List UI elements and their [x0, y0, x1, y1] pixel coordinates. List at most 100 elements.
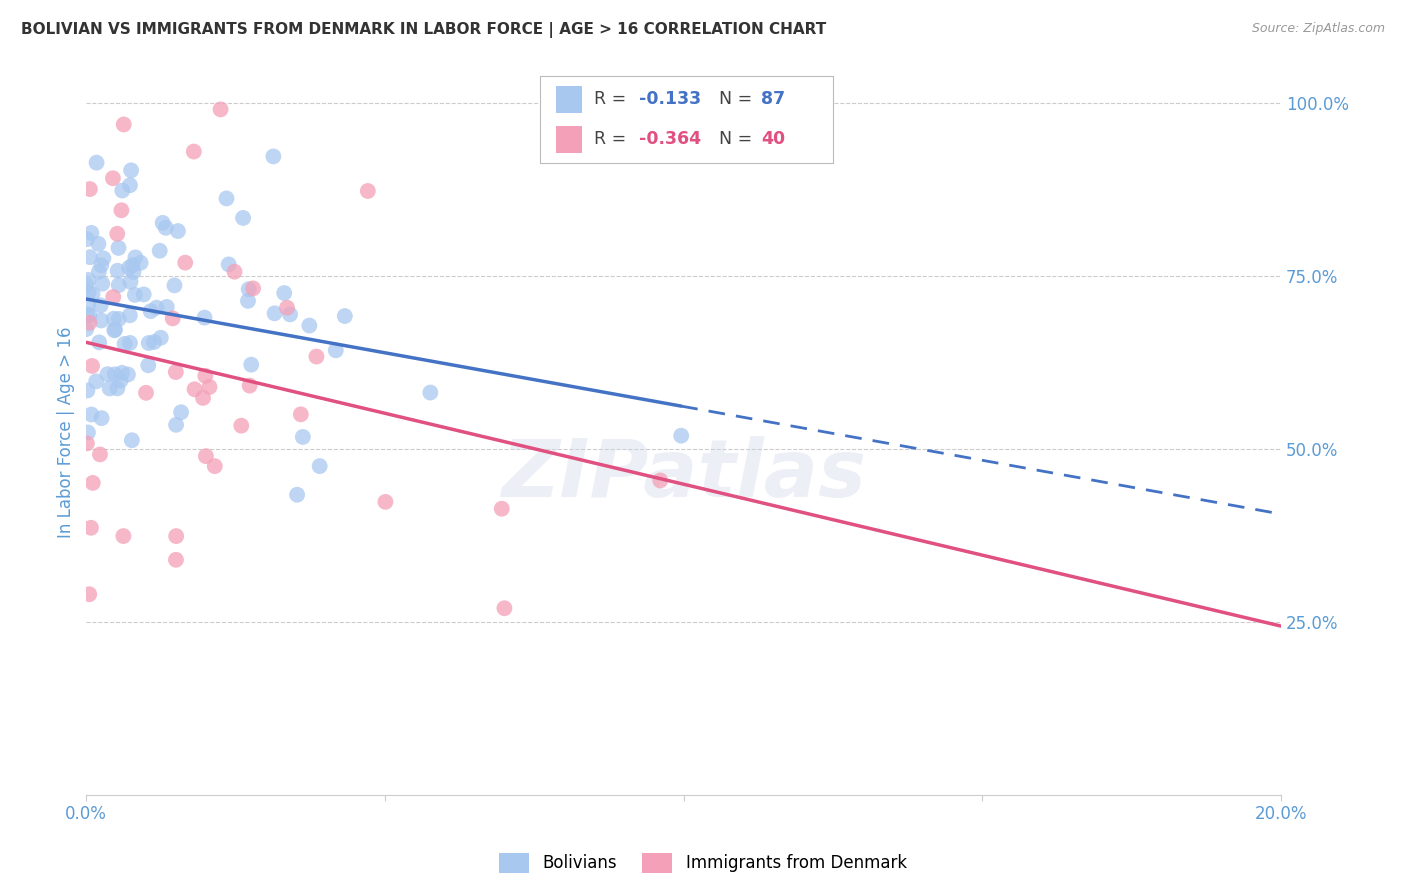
Point [209, 103, 232, 117]
Text: Source: ZipAtlas.com: Source: ZipAtlas.com [1251, 22, 1385, 36]
Point [121, 258, 143, 272]
Point [105, 381, 128, 395]
Bar [555, 86, 582, 113]
Point [242, 281, 264, 295]
Point [84, 375, 107, 389]
Point [77, 425, 100, 440]
Point [80, 408, 103, 422]
Point [107, 264, 129, 278]
Point [325, 343, 347, 358]
Point [191, 391, 214, 405]
Text: R =: R = [593, 90, 631, 109]
Point [669, 428, 692, 442]
Point [82, 475, 104, 490]
Point [76, 232, 98, 246]
Point [76, 384, 98, 398]
Point [183, 145, 205, 159]
Point [357, 184, 380, 198]
Point [218, 257, 240, 271]
Point [110, 203, 132, 218]
Text: -0.364: -0.364 [640, 130, 702, 148]
Text: -0.133: -0.133 [640, 90, 702, 109]
Point [107, 241, 129, 255]
Point [118, 178, 141, 193]
Point [107, 278, 129, 293]
Point [198, 380, 221, 394]
Point [240, 358, 263, 372]
Point [194, 449, 217, 463]
Point [236, 293, 259, 308]
Point [91, 277, 114, 291]
Text: 40: 40 [761, 130, 786, 148]
Point [156, 300, 179, 314]
Point [90, 313, 112, 327]
Point [215, 191, 238, 205]
Point [118, 260, 141, 275]
Point [152, 216, 174, 230]
Point [75, 322, 97, 336]
Point [110, 374, 132, 388]
Point [77, 587, 100, 601]
Point [165, 365, 187, 379]
Point [224, 265, 246, 279]
Point [231, 418, 253, 433]
Text: ZIPatlas: ZIPatlas [501, 436, 866, 515]
Text: 87: 87 [761, 90, 786, 109]
Point [79, 309, 101, 323]
Point [120, 163, 142, 178]
Point [135, 385, 157, 400]
Point [114, 337, 136, 351]
Point [98, 381, 121, 395]
Point [494, 601, 516, 615]
Point [82, 287, 104, 301]
Point [103, 290, 125, 304]
Point [193, 310, 215, 325]
Y-axis label: In Labor Force | Age > 16: In Labor Force | Age > 16 [58, 326, 75, 538]
Point [333, 309, 356, 323]
Point [112, 529, 135, 543]
Point [132, 287, 155, 301]
Point [111, 184, 134, 198]
Point [90, 258, 112, 272]
Point [285, 488, 308, 502]
Point [167, 224, 190, 238]
Point [491, 501, 513, 516]
Point [374, 495, 396, 509]
Legend: Bolivians, Immigrants from Denmark: Bolivians, Immigrants from Denmark [492, 847, 914, 880]
Point [262, 149, 284, 163]
Point [165, 553, 187, 567]
Point [163, 278, 186, 293]
Point [122, 265, 145, 279]
Point [80, 521, 103, 535]
Point [149, 244, 172, 258]
Point [194, 368, 217, 383]
Point [308, 459, 330, 474]
Point [278, 307, 301, 321]
Point [305, 350, 328, 364]
Point [118, 308, 141, 322]
Point [87, 236, 110, 251]
Point [76, 307, 98, 321]
Point [112, 118, 135, 132]
Point [77, 285, 100, 300]
Point [111, 366, 134, 380]
Text: BOLIVIAN VS IMMIGRANTS FROM DENMARK IN LABOR FORCE | AGE > 16 CORRELATION CHART: BOLIVIAN VS IMMIGRANTS FROM DENMARK IN L… [21, 22, 827, 38]
Point [129, 256, 152, 270]
Text: N =: N = [720, 90, 758, 109]
Point [80, 226, 103, 240]
Point [76, 436, 98, 450]
Point [174, 255, 197, 269]
Point [124, 288, 146, 302]
Point [149, 331, 172, 345]
Point [89, 335, 111, 350]
Point [419, 385, 441, 400]
Text: R =: R = [593, 130, 631, 148]
Point [121, 434, 143, 448]
Point [136, 359, 159, 373]
Point [101, 171, 124, 186]
Point [87, 265, 110, 279]
Point [90, 411, 112, 425]
Point [90, 298, 112, 312]
Point [104, 368, 127, 382]
Point [77, 298, 100, 312]
